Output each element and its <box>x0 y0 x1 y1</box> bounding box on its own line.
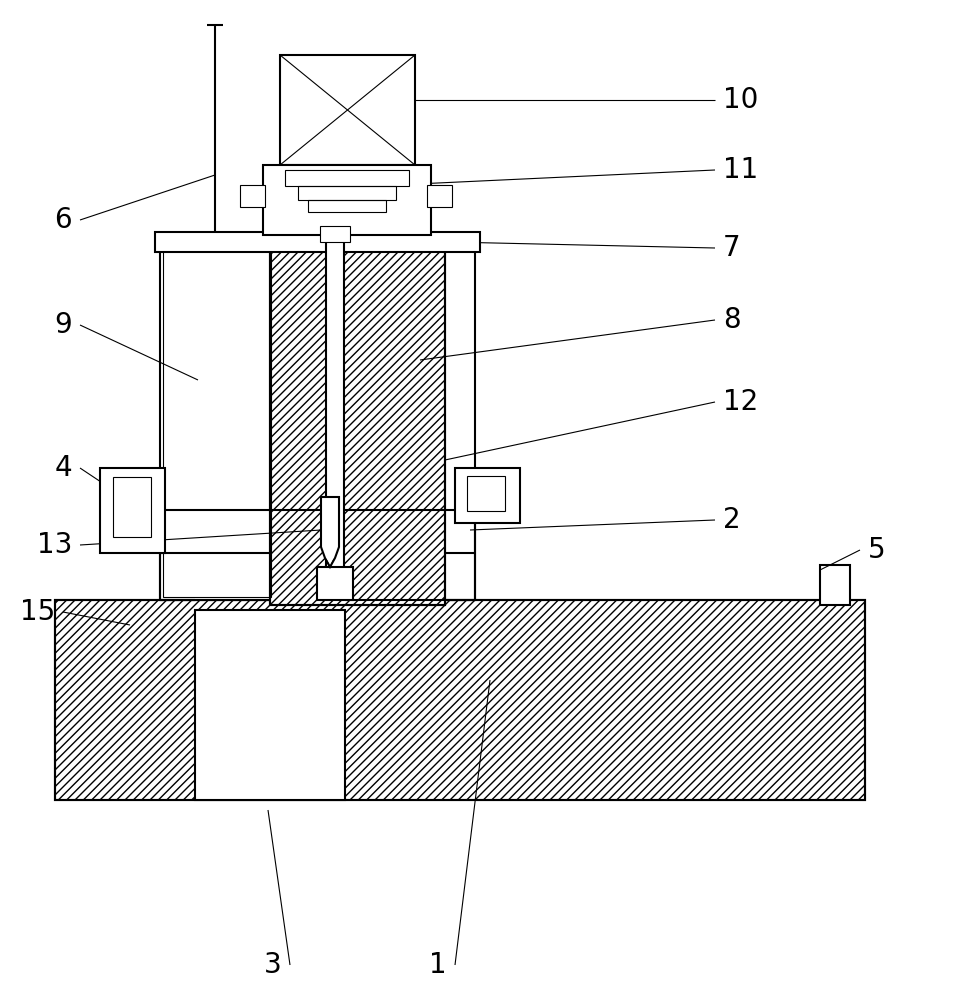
Bar <box>320 226 350 242</box>
Bar <box>317 567 353 600</box>
Bar <box>163 243 271 597</box>
Text: 13: 13 <box>37 531 72 559</box>
Text: 10: 10 <box>723 86 758 114</box>
Text: 15: 15 <box>20 598 55 626</box>
Bar <box>113 477 151 537</box>
Bar <box>155 232 480 252</box>
Text: 8: 8 <box>723 306 741 334</box>
Bar <box>820 565 850 605</box>
Text: 2: 2 <box>723 506 741 534</box>
Bar <box>427 185 452 207</box>
Text: 6: 6 <box>55 206 72 234</box>
Bar <box>455 468 520 523</box>
Text: 5: 5 <box>868 536 885 564</box>
Bar <box>263 165 431 235</box>
Text: 3: 3 <box>264 951 282 979</box>
Text: 1: 1 <box>429 951 447 979</box>
Bar <box>308 200 386 212</box>
Text: 12: 12 <box>723 388 758 416</box>
Text: 4: 4 <box>55 454 72 482</box>
Bar <box>298 186 396 200</box>
Bar <box>55 600 865 800</box>
Bar <box>285 170 409 186</box>
Bar <box>270 245 445 605</box>
Polygon shape <box>321 497 339 567</box>
Text: 11: 11 <box>723 156 758 184</box>
Bar <box>270 245 445 605</box>
Bar <box>195 610 345 800</box>
Bar <box>240 185 265 207</box>
Bar <box>160 240 475 600</box>
Bar <box>326 232 344 577</box>
Bar <box>100 468 165 553</box>
Text: 7: 7 <box>723 234 741 262</box>
Bar <box>467 476 505 511</box>
Bar <box>55 600 865 800</box>
Text: 9: 9 <box>55 311 72 339</box>
Bar <box>280 55 415 165</box>
